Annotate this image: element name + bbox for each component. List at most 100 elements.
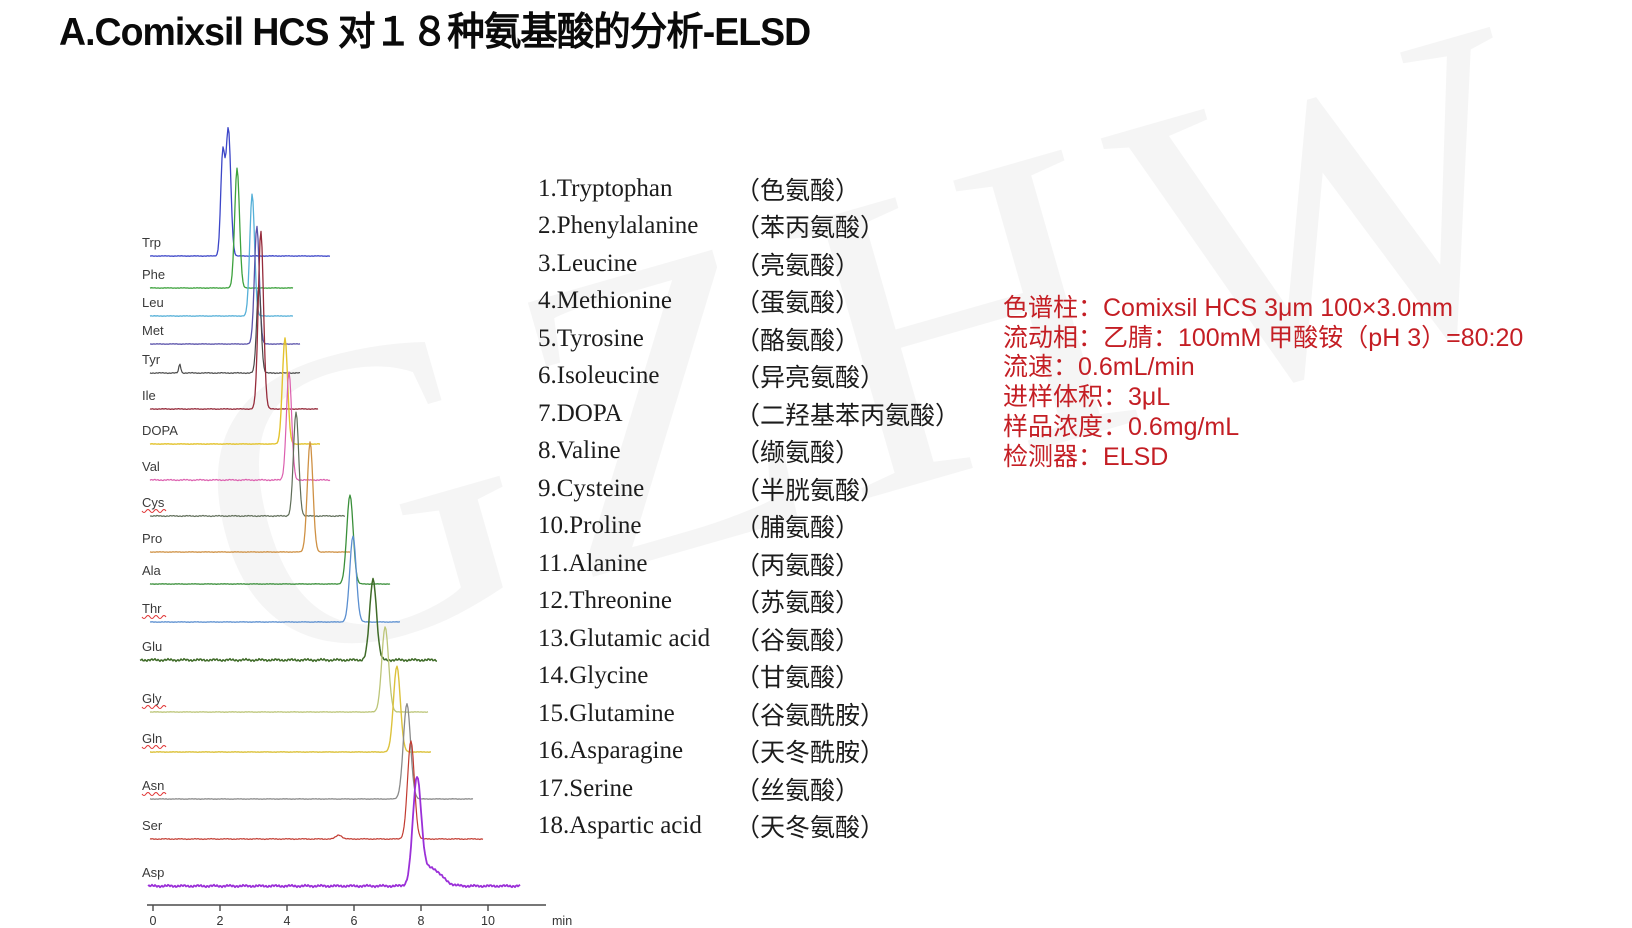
trace-label-Ala: Ala (142, 563, 162, 578)
trace-Thr: Thr (141, 535, 400, 623)
spellcheck-squiggle (141, 705, 167, 709)
trace-label-Val: Val (142, 459, 160, 474)
trace-label-Ile: Ile (142, 388, 156, 403)
trace-line-Thr (149, 535, 400, 623)
list-item: 15.Glutamine （谷氨酰胺） (538, 695, 960, 733)
amino-acid-name-cn: （缬氨酸） (735, 440, 861, 468)
axis-tick-label: 6 (351, 914, 358, 928)
list-item: 5.Tyrosine （酪氨酸） (538, 320, 960, 358)
amino-acid-name-cn: （色氨酸） (735, 177, 861, 205)
trace-Asn: Asn (141, 703, 474, 800)
trace-Gln: Gln (141, 665, 431, 753)
amino-acid-name: 11.Alanine (538, 549, 648, 577)
trace-Phe: Phe (142, 167, 294, 289)
conditions-block: 色谱柱：Comixsil HCS 3μm 100×3.0mm 流动相：乙腈：100… (1003, 294, 1523, 472)
trace-label-Trp: Trp (142, 235, 161, 250)
trace-Leu: Leu (142, 193, 293, 317)
amino-acid-name: 6.Isoleucine (538, 362, 660, 390)
trace-line-Ser (149, 740, 484, 841)
amino-acid-name-cn: （酪氨酸） (735, 327, 861, 355)
amino-acid-name-cn: （脯氨酸） (735, 515, 861, 543)
trace-Ser: Ser (142, 740, 484, 841)
amino-acid-name: 8.Valine (538, 437, 621, 465)
trace-label-Tyr: Tyr (142, 352, 161, 367)
trace-label-Gly: Gly (142, 691, 162, 706)
amino-acid-name: 17.Serine (538, 774, 634, 802)
amino-acid-name-cn: （谷氨酸） (735, 627, 861, 655)
trace-label-Asp: Asp (142, 865, 164, 880)
condition-line: 样品浓度：0.6mg/mL (1003, 412, 1240, 441)
list-item: 9.Cysteine （半胱氨酸） (538, 470, 960, 508)
trace-label-Thr: Thr (142, 601, 162, 616)
trace-line-DOPA (149, 337, 320, 445)
amino-acid-name: 9.Cysteine (538, 474, 645, 502)
trace-line-Glu (139, 577, 438, 663)
trace-Cys: Cys (141, 411, 346, 518)
trace-line-Asp (147, 776, 521, 889)
trace-line-Cys (149, 411, 346, 518)
amino-acid-name-cn: （蛋氨酸） (735, 290, 861, 318)
trace-line-Pro (149, 441, 351, 553)
list-item: 10.Proline （脯氨酸） (538, 508, 960, 546)
list-item: 3.Leucine （亮氨酸） (538, 245, 960, 283)
amino-acid-name-cn: （甘氨酸） (735, 665, 861, 693)
page-title: A.Comixsil HCS 对１８种氨基酸的分析-ELSD (59, 11, 811, 54)
amino-acid-name-cn: （天冬氨酸） (735, 815, 886, 843)
spellcheck-squiggle (141, 792, 167, 796)
amino-acid-name: 10.Proline (538, 512, 642, 540)
trace-label-Leu: Leu (142, 295, 164, 310)
trace-DOPA: DOPA (142, 337, 320, 445)
trace-Glu: Glu (139, 577, 438, 663)
amino-acid-name: 4.Methionine (538, 287, 673, 315)
amino-acid-name: 7.DOPA (538, 399, 623, 427)
condition-line: 流动相：乙腈：100mM 甲酸铵（pH 3）=80:20 (1003, 323, 1524, 352)
list-item: 14.Glycine （甘氨酸） (538, 658, 960, 696)
amino-acid-name-cn: （苯丙氨酸） (735, 215, 886, 243)
trace-line-Phe (149, 167, 294, 289)
trace-line-Met (150, 225, 301, 345)
amino-acid-name: 5.Tyrosine (538, 324, 644, 352)
amino-acid-name: 18.Aspartic acid (538, 812, 702, 840)
condition-line: 色谱柱：Comixsil HCS 3μm 100×3.0mm (1003, 294, 1453, 322)
trace-Tyr: Tyr (142, 285, 301, 375)
spellcheck-squiggle (141, 745, 167, 749)
amino-acid-name-cn: （谷氨酰胺） (735, 702, 886, 730)
trace-line-Gln (150, 665, 431, 753)
trace-label-Glu: Glu (142, 639, 162, 654)
amino-acid-name: 2.Phenylalanine (538, 212, 699, 240)
trace-label-Gln: Gln (142, 731, 162, 746)
amino-acid-name-cn: （丝氨酸） (735, 777, 861, 805)
amino-acid-name-cn: （苏氨酸） (735, 590, 861, 618)
amino-acid-name: 13.Glutamic acid (538, 624, 711, 652)
list-item: 7.DOPA （二羟基苯丙氨酸） (538, 395, 960, 433)
trace-label-Pro: Pro (142, 531, 162, 546)
list-item: 12.Threonine （苏氨酸） (538, 583, 960, 621)
axis-tick-label: 4 (284, 914, 291, 928)
amino-acid-name: 3.Leucine (538, 249, 638, 277)
amino-acid-name: 14.Glycine (538, 662, 649, 690)
amino-acid-name-cn: （亮氨酸） (735, 252, 861, 280)
condition-line: 检测器：ELSD (1003, 442, 1169, 471)
trace-Ala: Ala (142, 494, 391, 585)
axis-tick-label: 10 (481, 914, 495, 928)
trace-Asp: Asp (142, 776, 521, 889)
trace-line-Gly (149, 626, 429, 713)
amino-acid-name-cn: （异亮氨酸） (735, 365, 886, 393)
axis-tick-label: 0 (150, 914, 157, 928)
amino-acid-name-cn: （丙氨酸） (735, 552, 861, 580)
condition-line: 流速：0.6mL/min (1003, 353, 1195, 382)
trace-Ile: Ile (142, 230, 319, 411)
amino-acid-name-cn: （二羟基苯丙氨酸） (735, 402, 961, 430)
spellcheck-squiggle (141, 615, 167, 619)
trace-label-Phe: Phe (142, 267, 165, 282)
amino-acid-name-cn: （半胱氨酸） (735, 477, 886, 505)
time-axis: 0 2 4 6 8 10 min (147, 904, 572, 928)
trace-line-Tyr (149, 285, 301, 375)
spellcheck-squiggle (141, 509, 167, 513)
axis-tick-label: 2 (217, 914, 224, 928)
axis-unit-label: min (552, 914, 572, 928)
list-item: 17.Serine （丝氨酸） (538, 770, 960, 808)
list-item: 2.Phenylalanine （苯丙氨酸） (538, 208, 960, 246)
